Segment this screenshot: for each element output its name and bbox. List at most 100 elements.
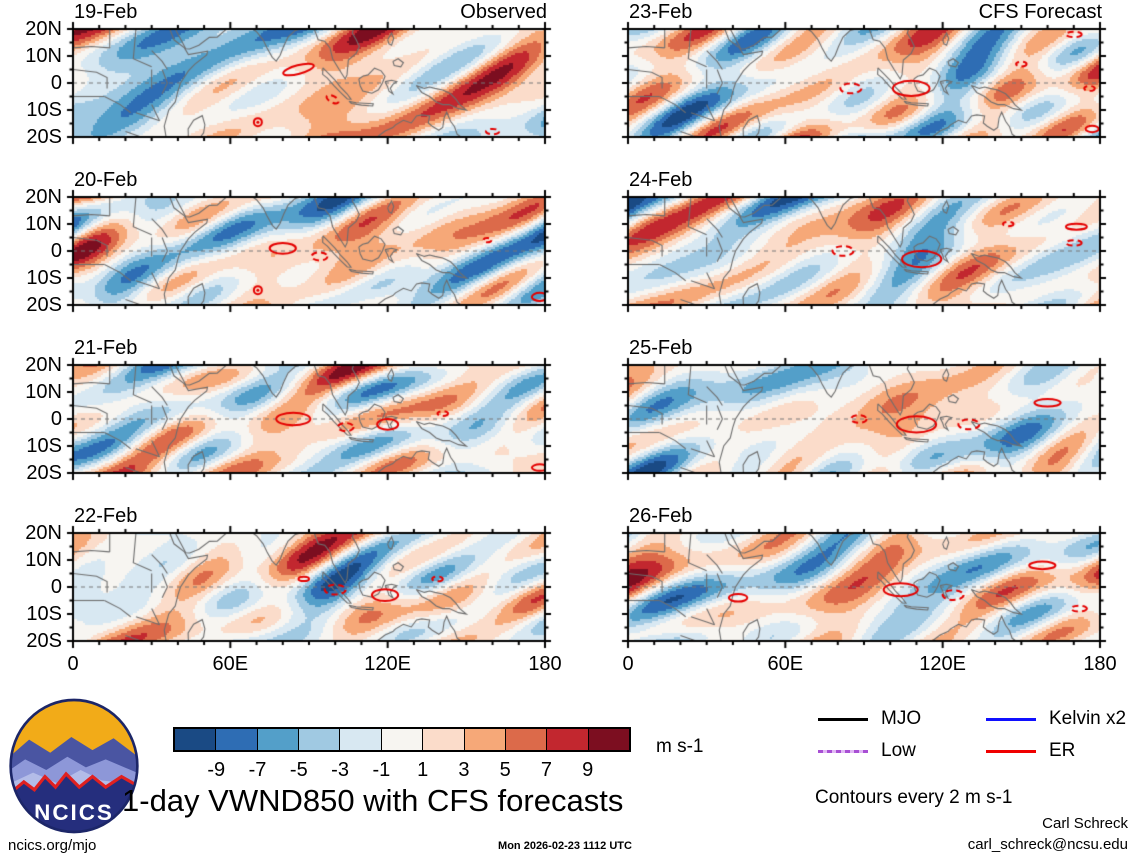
y-axis-tick-label: 20N <box>25 522 62 544</box>
legend-item-kelvin: Kelvin x2 <box>986 708 1126 730</box>
x-axis-tick-label: 60E <box>767 653 804 675</box>
site-url: ncics.org/mjo <box>8 837 97 854</box>
y-axis-tick-label: 0 <box>50 72 62 94</box>
y-axis-tick-label: 10S <box>26 435 62 457</box>
legend-item-mjo: MJO <box>818 708 921 730</box>
column-header-observed: Observed <box>460 1 547 23</box>
y-axis-tick-label: 20S <box>26 294 62 316</box>
colorbar-cell <box>588 729 629 750</box>
panel-date-label: 26-Feb <box>629 505 693 527</box>
legend-label-low: Low <box>881 740 916 761</box>
panel-date-label: 20-Feb <box>74 169 138 191</box>
contour-map-canvas <box>620 21 1108 145</box>
legend-label-mjo: MJO <box>881 708 922 729</box>
contour-interval-note: Contours every 2 m s-1 <box>815 787 1013 808</box>
colorbar-tick-label: -7 <box>248 759 267 781</box>
column-header-cfs-forecast: CFS Forecast <box>978 1 1102 23</box>
colorbar-cells <box>175 729 629 750</box>
y-axis-tick-label: 20N <box>25 18 62 40</box>
x-axis-tick-label: 0 <box>67 653 79 675</box>
panel-date-label: 24-Feb <box>629 169 693 191</box>
colorbar-cell <box>299 729 341 750</box>
y-axis-tick-label: 10S <box>26 267 62 289</box>
logo-text: NCICS <box>34 800 114 825</box>
x-axis-tick-label: 0 <box>622 653 634 675</box>
y-axis-tick-label: 10N <box>25 381 62 403</box>
colorbar-tick-label: -1 <box>372 759 391 781</box>
map-panel: 24-Feb <box>620 169 1108 313</box>
colorbar-tick-label: 1 <box>417 759 429 781</box>
colorbar-cell <box>216 729 258 750</box>
colorbar-tick-label: 3 <box>458 759 470 781</box>
contour-map-canvas <box>65 525 553 649</box>
y-axis-tick-label: 10N <box>25 549 62 571</box>
y-axis-tick-label: 10S <box>26 99 62 121</box>
map-panel: 22-Feb <box>65 505 553 649</box>
colorbar-cell <box>464 729 506 750</box>
mjo-line-sample <box>818 717 868 721</box>
colorbar-tick-label: -9 <box>207 759 226 781</box>
generation-timestamp: Mon 2026-02-23 1112 UTC <box>498 840 632 852</box>
x-axis-tick-label: 180 <box>1083 653 1117 675</box>
colorbar-cell <box>175 729 217 750</box>
panel-date-label: 19-Feb <box>74 1 138 23</box>
legend-item-er: ER <box>986 740 1075 762</box>
contour-map-canvas <box>65 21 553 145</box>
ncics-logo: NCICS <box>9 698 139 834</box>
map-panel: 23-Feb CFS Forecast <box>620 1 1108 145</box>
colorbar-tick-label: 5 <box>499 759 511 781</box>
contour-map-canvas <box>65 189 553 313</box>
map-panel: 21-Feb <box>65 337 553 481</box>
colorbar-tick-label: 7 <box>540 759 553 781</box>
y-axis-tick-label: 10S <box>26 603 62 625</box>
x-axis-tick-label: 60E <box>212 653 249 675</box>
contour-map-canvas <box>65 357 553 481</box>
author-email: carl_schreck@ncsu.edu <box>967 836 1128 853</box>
kelvin-line-sample <box>986 717 1036 721</box>
map-panel: 19-Feb Observed <box>65 1 553 145</box>
y-axis-tick-label: 20N <box>25 354 62 376</box>
legend-label-er: ER <box>1049 740 1076 761</box>
colorbar-cell <box>257 729 300 750</box>
contour-map-canvas <box>620 189 1108 313</box>
er-line-sample <box>986 749 1036 753</box>
logo-red-ridge <box>10 771 138 797</box>
x-axis-tick-label: 180 <box>528 653 562 675</box>
legend-item-low: Low <box>818 740 916 762</box>
x-axis-tick-label: 120E <box>364 653 412 675</box>
colorbar-cell <box>505 729 548 750</box>
colorbar: -9 -7 -5 -3 -1 1 3 5 7 9 <box>173 727 631 781</box>
legend-label-kelvin: Kelvin x2 <box>1049 708 1127 729</box>
colorbar-cell <box>340 729 382 750</box>
panel-date-label: 23-Feb <box>629 1 693 23</box>
map-panel: 26-Feb <box>620 505 1108 649</box>
colorbar-tick-label: -3 <box>331 759 349 781</box>
colorbar-tick-label: -5 <box>289 759 308 781</box>
colorbar-cell <box>423 729 465 750</box>
colorbar-cell <box>381 729 424 750</box>
y-axis-tick-label: 10N <box>25 45 62 67</box>
figure-title: 1-day VWND850 with CFS forecasts <box>122 783 624 818</box>
map-panel: 25-Feb <box>620 337 1108 481</box>
colorbar-tick-label: 9 <box>582 759 594 781</box>
contour-map-canvas <box>620 357 1108 481</box>
panel-date-label: 25-Feb <box>629 337 693 359</box>
y-axis-tick-label: 20N <box>25 186 62 208</box>
map-panel: 20-Feb <box>65 169 553 313</box>
units-label: m s-1 <box>656 736 704 757</box>
panel-date-label: 22-Feb <box>74 505 138 527</box>
panel-date-label: 21-Feb <box>74 337 138 359</box>
low-line-sample <box>818 749 868 753</box>
y-axis-tick-label: 20S <box>26 126 62 148</box>
contour-map-canvas <box>620 525 1108 649</box>
y-axis-tick-label: 10N <box>25 213 62 235</box>
y-axis-tick-label: 0 <box>50 576 62 598</box>
y-axis-tick-label: 0 <box>50 240 62 262</box>
y-axis-tick-label: 20S <box>26 630 62 652</box>
colorbar-cell <box>547 729 589 750</box>
y-axis-tick-label: 0 <box>50 408 62 430</box>
author-credit: Carl Schreck <box>1042 815 1128 832</box>
x-axis-tick-label: 120E <box>919 653 967 675</box>
y-axis-tick-label: 20S <box>26 462 62 484</box>
